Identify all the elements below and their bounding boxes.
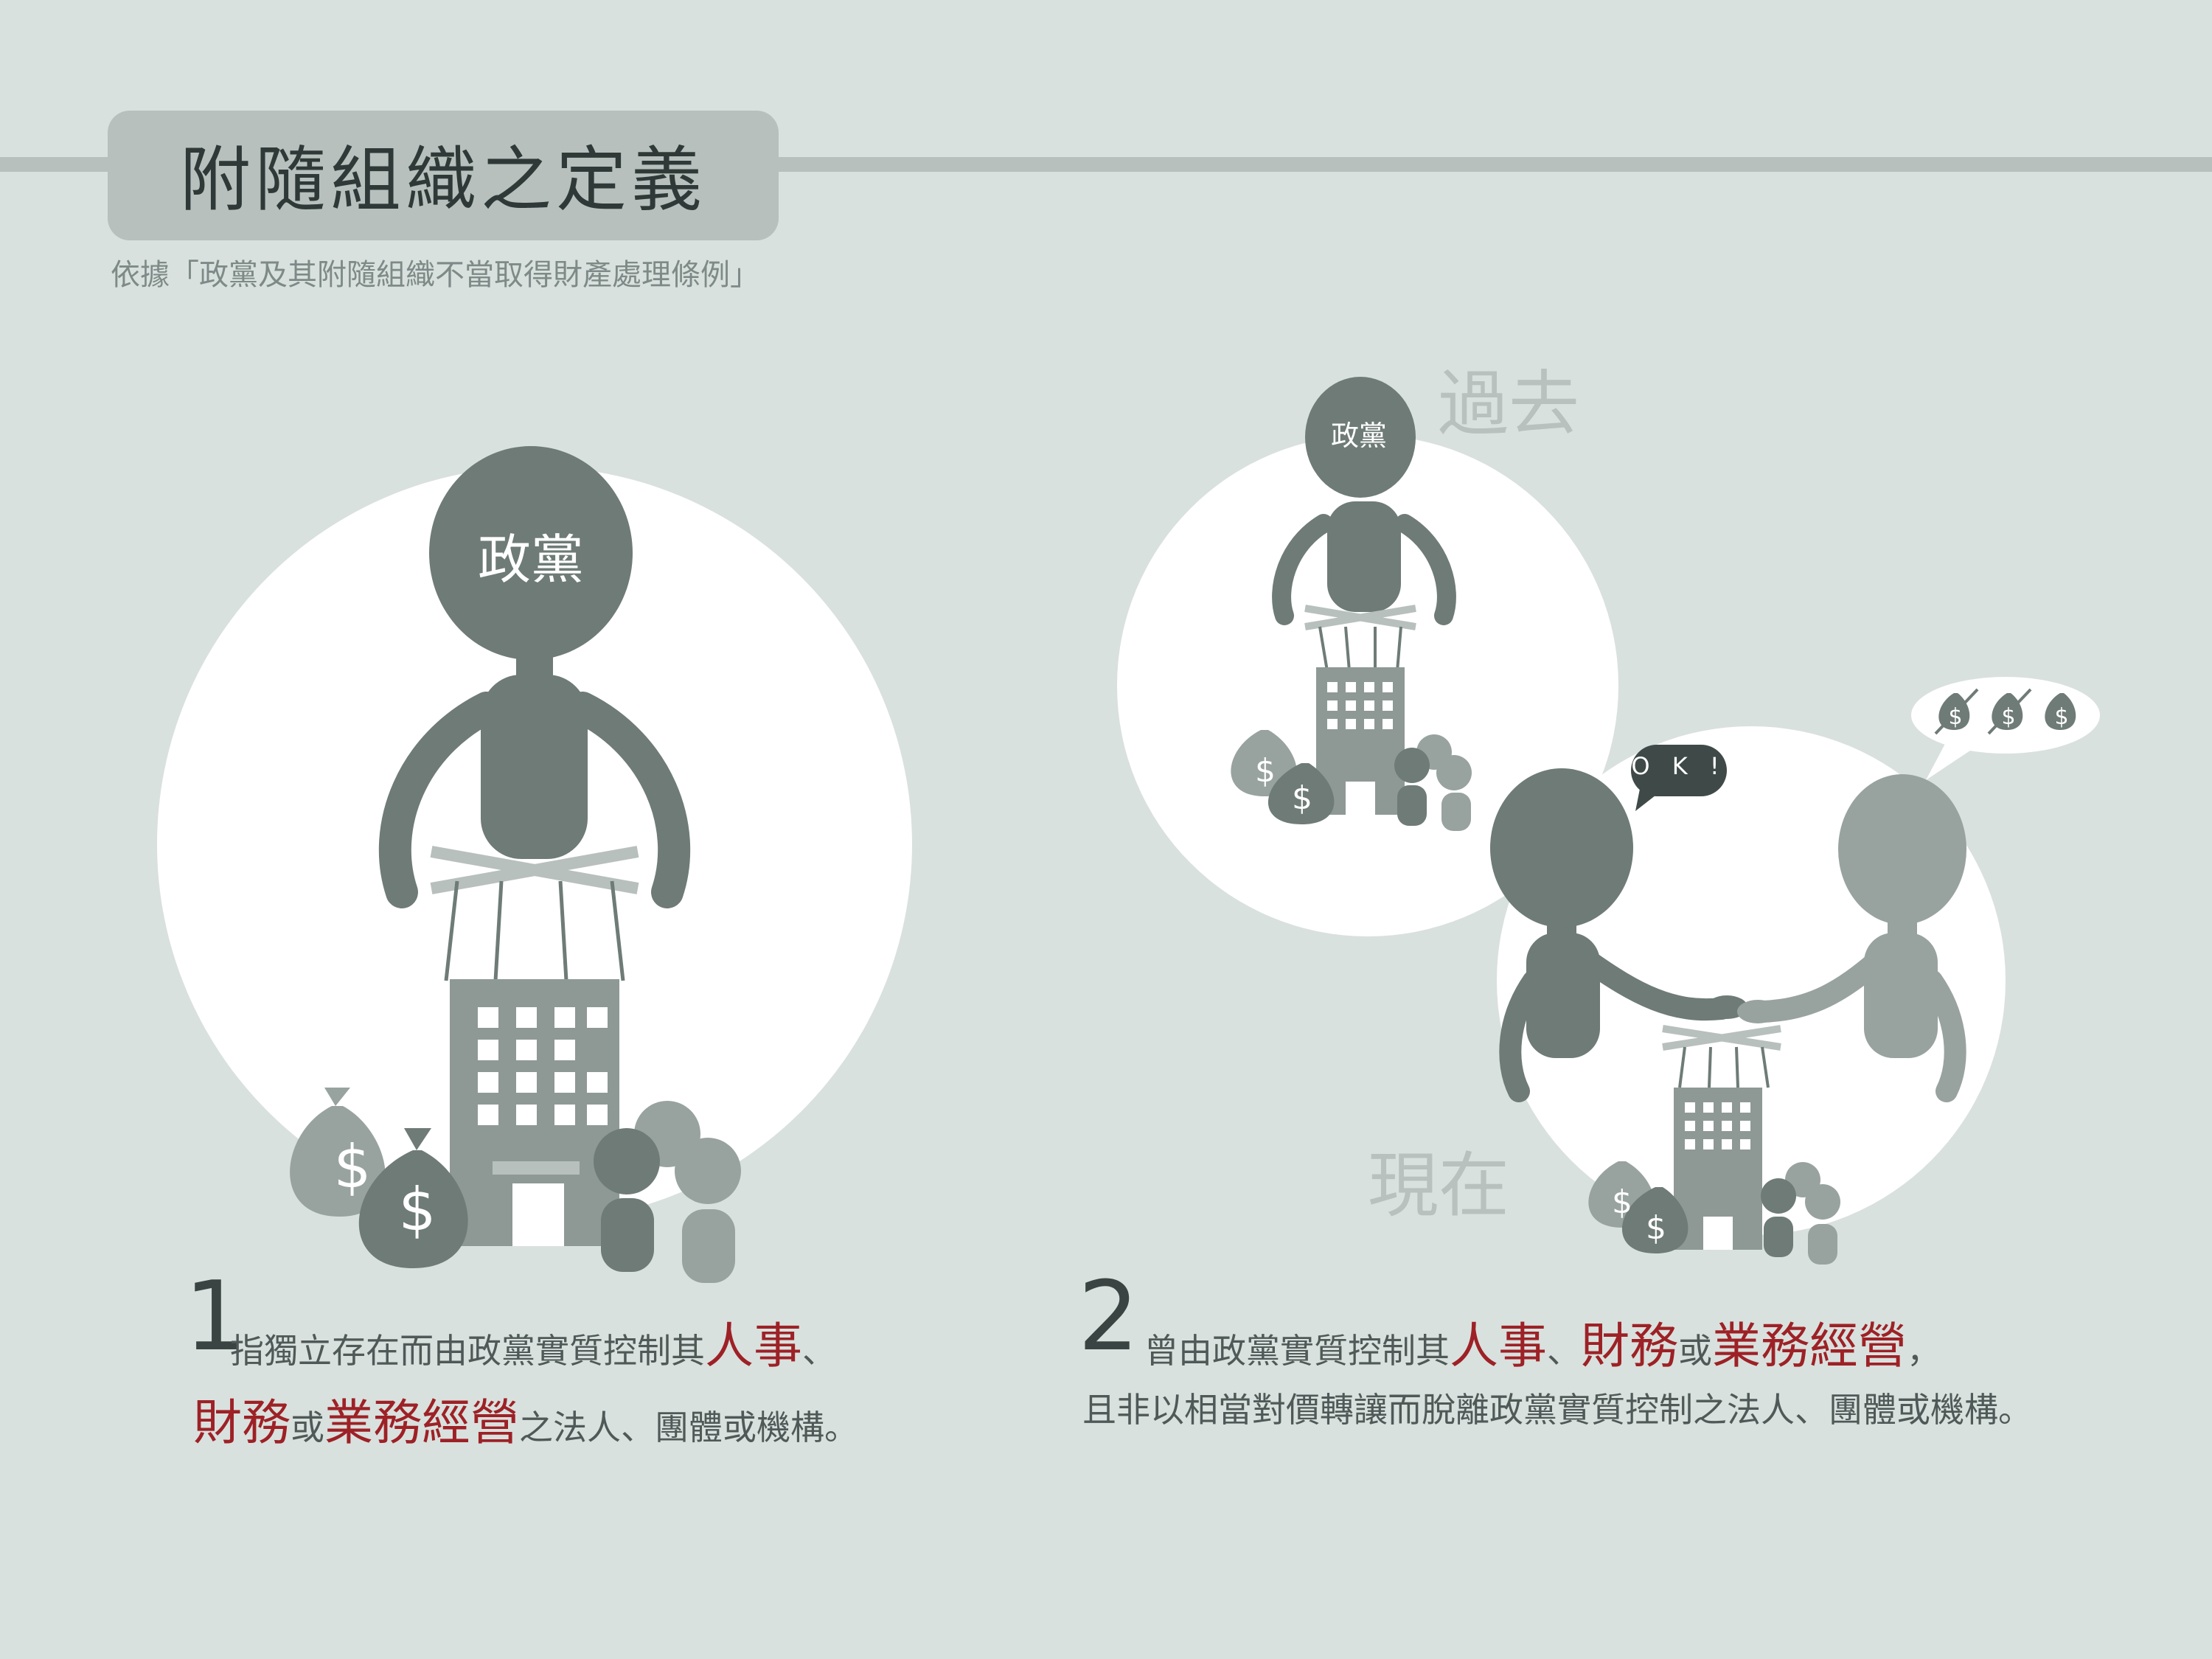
definition-text: 或 [291, 1408, 324, 1447]
definition-2-number: 2 [1078, 1260, 1139, 1372]
definition-2-line-1: 曾由政黨實質控制其人事、財務或業務經營， [1144, 1317, 1941, 1375]
past-label: 過去 [1438, 363, 1579, 445]
source-note: 依據「政黨及其附隨組織不當取得財產處理條例」 [111, 258, 759, 292]
now-label: 現在 [1368, 1144, 1509, 1227]
left-building [450, 979, 619, 1246]
definition-text: 、 [1547, 1331, 1581, 1371]
now-money-bags [1588, 1161, 1688, 1253]
definition-text: 指獨立存在而由政黨實質控制其 [230, 1331, 705, 1371]
dollar-sign: $ [399, 1175, 437, 1244]
highlight-business: 業務經營 [324, 1394, 519, 1451]
dollar-sign: $ [334, 1133, 372, 1201]
definition-1-number: 1 [184, 1260, 246, 1372]
definition-1-line-2: 財務或業務經營之法人、團體或機構。 [193, 1394, 858, 1452]
definition-text: ， [1907, 1331, 1941, 1371]
highlight-personnel: 人事 [705, 1318, 802, 1374]
left-money-bags [290, 1088, 468, 1268]
dollar-sign: $ [2001, 704, 2015, 730]
highlight-finance: 財務 [1581, 1318, 1678, 1374]
definition-text: 、 [802, 1331, 836, 1371]
dollar-sign: $ [1255, 752, 1276, 790]
definition-2-line-2: 且非以相當對價轉讓而脫離政黨實質控制之法人、團體或機構。 [1082, 1390, 2032, 1430]
definition-text: 之法人、團體或機構。 [519, 1408, 858, 1447]
now-people-group [1761, 1162, 1840, 1265]
dollar-sign: $ [1612, 1183, 1632, 1221]
dollar-sign: $ [1646, 1209, 1666, 1247]
left-party-figure [378, 446, 691, 908]
highlight-finance: 財務 [193, 1394, 291, 1451]
dollar-sign: $ [1948, 704, 1962, 730]
money-speech-bubble [1911, 677, 2100, 780]
party-label-large: 政黨 [477, 529, 584, 591]
past-people-group [1394, 734, 1472, 831]
definition-text: 曾由政黨實質控制其 [1144, 1331, 1450, 1371]
now-puppet-cross [1662, 1025, 1781, 1088]
dollar-sign: $ [2054, 704, 2068, 730]
left-puppet-cross [430, 846, 639, 981]
page-title: 附隨組織之定義 [180, 139, 706, 221]
ok-speech-bubble [1631, 745, 1727, 811]
definition-1-line-1: 指獨立存在而由政黨實質控制其人事、 [230, 1317, 836, 1375]
past-money-bags [1231, 730, 1335, 824]
dollar-sign: $ [1292, 779, 1312, 817]
definition-text: 或 [1678, 1331, 1712, 1371]
now-figure-light [1737, 774, 1966, 1102]
highlight-business: 業務經營 [1712, 1318, 1907, 1374]
ok-bubble-text: O K ! [1631, 752, 1727, 780]
left-people-group [594, 1101, 741, 1283]
past-party-figure [1272, 377, 1456, 625]
title-pill [108, 111, 779, 240]
party-label-small: 政黨 [1330, 420, 1387, 452]
past-building [1316, 667, 1405, 815]
now-building [1674, 1088, 1762, 1250]
past-puppet-cross [1304, 605, 1416, 672]
now-figure-dark [1490, 768, 1747, 1102]
highlight-personnel: 人事 [1450, 1318, 1547, 1374]
